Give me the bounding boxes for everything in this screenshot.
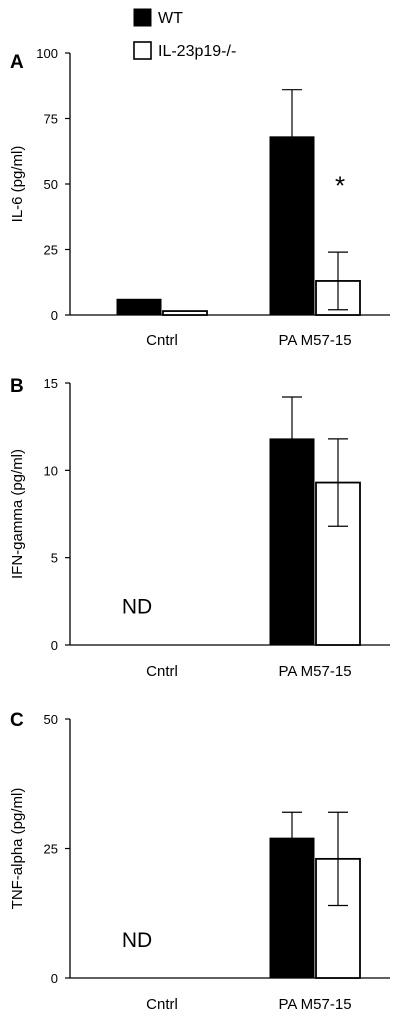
legend-label-il23: IL-23p19-/- <box>158 43 236 60</box>
legend: WT IL-23p19-/- <box>133 8 236 60</box>
legend-swatch-wt <box>133 8 152 27</box>
y-axis-label: IFN-gamma (pg/ml) <box>9 449 26 579</box>
bar-wt-1 <box>269 438 315 646</box>
x-tick-label: PA M57-15 <box>278 332 351 349</box>
y-tick-label: 0 <box>51 638 58 653</box>
annotation-nd: ND <box>122 596 152 619</box>
panel-letter: C <box>10 710 24 731</box>
panel-B: B 0 5 10 15 IFN-gamma (pg/ml) Cntrl PA M57-15 ND <box>9 376 390 680</box>
y-axis-label: TNF-alpha (pg/ml) <box>9 788 26 910</box>
y-tick-label: 10 <box>44 463 58 478</box>
annotation-nd: ND <box>122 929 152 952</box>
y-axis-label: IL-6 (pg/ml) <box>9 146 26 223</box>
bar-wt-1 <box>269 837 315 979</box>
y-tick-label: 5 <box>51 551 58 566</box>
panel-letter: A <box>10 52 24 73</box>
x-tick-label: PA M57-15 <box>278 996 351 1013</box>
panel-A: A 0 25 50 75 100 IL-6 (pg/ml) Cntrl PA M57-15 * <box>9 46 390 349</box>
x-tick-label: Cntrl <box>146 663 178 680</box>
y-tick-label: 50 <box>44 712 58 727</box>
y-tick-label: 25 <box>44 842 58 857</box>
legend-label-wt: WT <box>158 10 183 27</box>
panel-letter: B <box>10 376 24 397</box>
legend-swatch-il23 <box>133 41 152 60</box>
x-tick-label: Cntrl <box>146 996 178 1013</box>
x-tick-label: Cntrl <box>146 332 178 349</box>
bar-wt-1 <box>269 136 315 316</box>
x-tick-label: PA M57-15 <box>278 663 351 680</box>
y-tick-label: 0 <box>51 308 58 323</box>
bar-wt-0 <box>116 298 162 316</box>
y-tick-label: 100 <box>36 46 58 61</box>
bar-il23p19-0 <box>162 310 208 316</box>
panel-C: C 0 25 50 TNF-alpha (pg/ml) Cntrl PA M57-15 ND <box>9 710 390 1013</box>
y-tick-label: 25 <box>44 243 58 258</box>
annotation-significance: * <box>335 170 345 200</box>
y-tick-label: 75 <box>44 112 58 127</box>
y-tick-label: 50 <box>44 177 58 192</box>
y-tick-label: 15 <box>44 376 58 391</box>
y-tick-label: 0 <box>51 971 58 986</box>
